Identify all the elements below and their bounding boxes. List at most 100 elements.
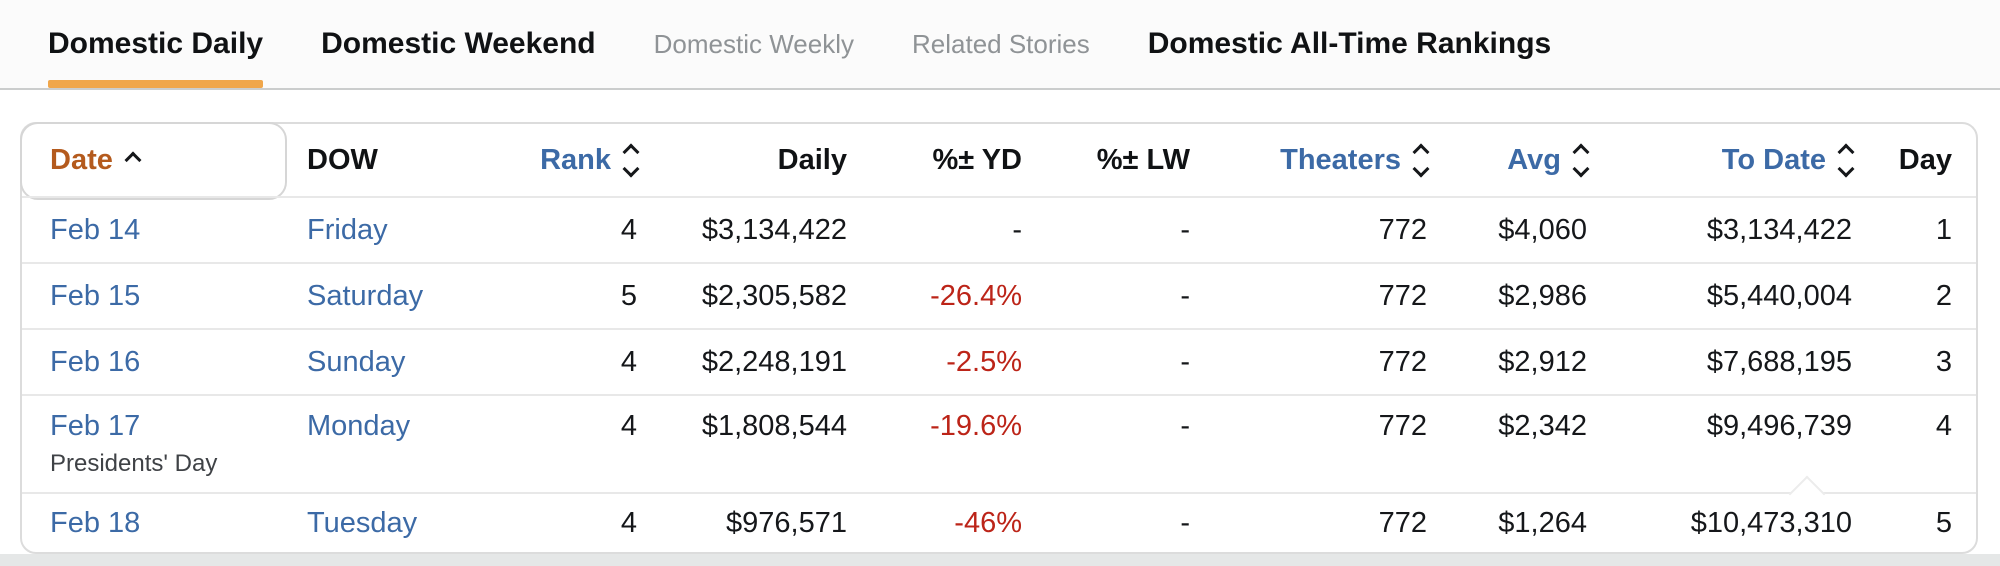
dow-link[interactable]: Monday xyxy=(307,410,411,442)
cell-to_date: $5,440,004 xyxy=(1587,280,1852,313)
cell-value: $1,808,544 xyxy=(701,410,847,442)
cell-value: 3 xyxy=(1935,345,1952,378)
cell-daily: $2,248,191 xyxy=(637,346,847,379)
cell-dow: Friday xyxy=(287,214,522,247)
dow-link[interactable]: Sunday xyxy=(307,345,406,378)
cell-value: 772 xyxy=(1378,279,1427,312)
cell-to_date: $10,473,310 xyxy=(1587,507,1852,540)
cell-dow: Sunday xyxy=(287,346,522,379)
column-header-label: Daily xyxy=(777,143,847,176)
table-body: Feb 14 Friday 4 $3,134,422 - - 772 $4,060 $3,134… xyxy=(22,196,1976,552)
column-header-day[interactable]: Day xyxy=(1852,144,1952,177)
cell-avg: $2,912 xyxy=(1427,346,1587,379)
cell-day: 1 xyxy=(1852,214,1952,247)
dow-link[interactable]: Tuesday xyxy=(307,506,418,539)
cell-value: $976,571 xyxy=(726,506,847,539)
cell-value: $4,060 xyxy=(1498,213,1587,246)
sort-icon xyxy=(1837,143,1855,177)
cell-date: Feb 15 xyxy=(22,280,287,313)
date-link[interactable]: Feb 14 xyxy=(50,213,141,246)
cell-theaters: 772 xyxy=(1190,346,1427,379)
cell-value: $1,264 xyxy=(1498,506,1587,539)
column-header-theaters[interactable]: Theaters xyxy=(1190,143,1430,177)
cell-value: - xyxy=(1180,279,1190,312)
tab-domestic-all-time-rankings[interactable]: Domestic All-Time Rankings xyxy=(1148,0,1551,88)
cell-to_date: $3,134,422 xyxy=(1587,214,1852,247)
cell-value: -19.6% xyxy=(930,410,1022,442)
column-header-label: Rank xyxy=(540,143,611,176)
tab-label: Domestic Daily xyxy=(48,27,264,60)
cell-value: 772 xyxy=(1378,506,1427,539)
cell-dow: Saturday xyxy=(287,280,522,313)
cell-value: 772 xyxy=(1378,345,1427,378)
cell-theaters: 772 xyxy=(1190,396,1427,443)
cell-value: $9,496,739 xyxy=(1706,410,1852,442)
tab-domestic-weekend[interactable]: Domestic Weekend xyxy=(321,0,596,88)
date-link[interactable]: Feb 16 xyxy=(50,345,141,378)
cell-avg: $1,264 xyxy=(1427,507,1587,540)
tab-domestic-weekly[interactable]: Domestic Weekly xyxy=(654,0,854,88)
column-header-rank[interactable]: Rank xyxy=(522,143,640,177)
cell-value: -2.5% xyxy=(946,345,1022,378)
column-header-to_date[interactable]: To Date xyxy=(1587,143,1855,177)
cell-date: Feb 14 xyxy=(22,214,287,247)
date-link[interactable]: Feb 18 xyxy=(50,506,141,539)
sort-asc-icon xyxy=(124,151,142,169)
tab-bar: Domestic Daily Domestic Weekend Domestic W… xyxy=(0,0,2000,90)
cell-to_date: $9,496,739 xyxy=(1587,396,1852,443)
cell-value: $5,440,004 xyxy=(1706,279,1852,312)
sort-icon xyxy=(1412,143,1430,177)
column-header-lw[interactable]: %± LW xyxy=(1022,144,1190,177)
column-header-label: To Date xyxy=(1721,143,1826,176)
cell-daily: $976,571 xyxy=(637,507,847,540)
page-bottom-strip xyxy=(0,554,2000,566)
column-header-daily[interactable]: Daily xyxy=(637,144,847,177)
cell-value: 5 xyxy=(1935,506,1952,539)
holiday-note: Presidents' Day xyxy=(50,450,218,477)
tab-domestic-daily[interactable]: Domestic Daily xyxy=(48,0,264,88)
table-row: Feb 17 Presidents' Day Monday 4 $1,808,544 -1… xyxy=(22,394,1976,492)
cell-value: 4 xyxy=(1935,410,1952,442)
table-row: Feb 16 Sunday 4 $2,248,191 -2.5% - 772 $2,912 $7… xyxy=(22,328,1976,394)
column-header-avg[interactable]: Avg xyxy=(1427,143,1590,177)
cell-value: $2,986 xyxy=(1498,279,1587,312)
cell-date: Feb 17 Presidents' Day xyxy=(22,396,287,506)
tab-label: Related Stories xyxy=(912,28,1090,59)
cell-dow: Tuesday xyxy=(287,507,522,540)
date-link[interactable]: Feb 15 xyxy=(50,279,141,312)
cell-value: 5 xyxy=(620,279,637,312)
cell-to_date: $7,688,195 xyxy=(1587,346,1852,379)
cell-value: - xyxy=(1180,506,1190,539)
column-header-label: Day xyxy=(1898,143,1952,176)
cell-dow: Monday xyxy=(287,396,522,443)
cell-daily: $2,305,582 xyxy=(637,280,847,313)
cell-yd: -26.4% xyxy=(847,280,1022,313)
cell-lw: - xyxy=(1022,507,1190,540)
cell-avg: $2,342 xyxy=(1427,396,1587,443)
column-header-label: Avg xyxy=(1507,143,1561,176)
cell-value: $2,342 xyxy=(1498,410,1587,442)
cell-theaters: 772 xyxy=(1190,280,1427,313)
cell-value: -26.4% xyxy=(930,279,1022,312)
cell-value: - xyxy=(1180,410,1190,442)
cell-daily: $3,134,422 xyxy=(637,214,847,247)
cell-yd: - xyxy=(847,214,1022,247)
cell-lw: - xyxy=(1022,280,1190,313)
cell-rank: 5 xyxy=(522,280,637,313)
cell-value: $3,134,422 xyxy=(1706,213,1852,246)
column-header-dow[interactable]: DOW xyxy=(287,144,522,177)
cell-theaters: 772 xyxy=(1190,507,1427,540)
column-header-date[interactable]: Date xyxy=(22,144,287,177)
tab-label: Domestic All-Time Rankings xyxy=(1147,27,1552,60)
cell-value: $2,912 xyxy=(1498,345,1587,378)
cell-value: 772 xyxy=(1378,213,1427,246)
dow-link[interactable]: Saturday xyxy=(307,279,424,312)
date-link[interactable]: Feb 17 xyxy=(50,410,141,442)
column-header-yd[interactable]: %± YD xyxy=(847,144,1022,177)
tab-related-stories[interactable]: Related Stories xyxy=(912,0,1090,88)
cell-value: 4 xyxy=(620,345,637,378)
dow-link[interactable]: Friday xyxy=(307,213,388,246)
sort-icon xyxy=(1572,143,1590,177)
cell-daily: $1,808,544 xyxy=(637,396,847,443)
